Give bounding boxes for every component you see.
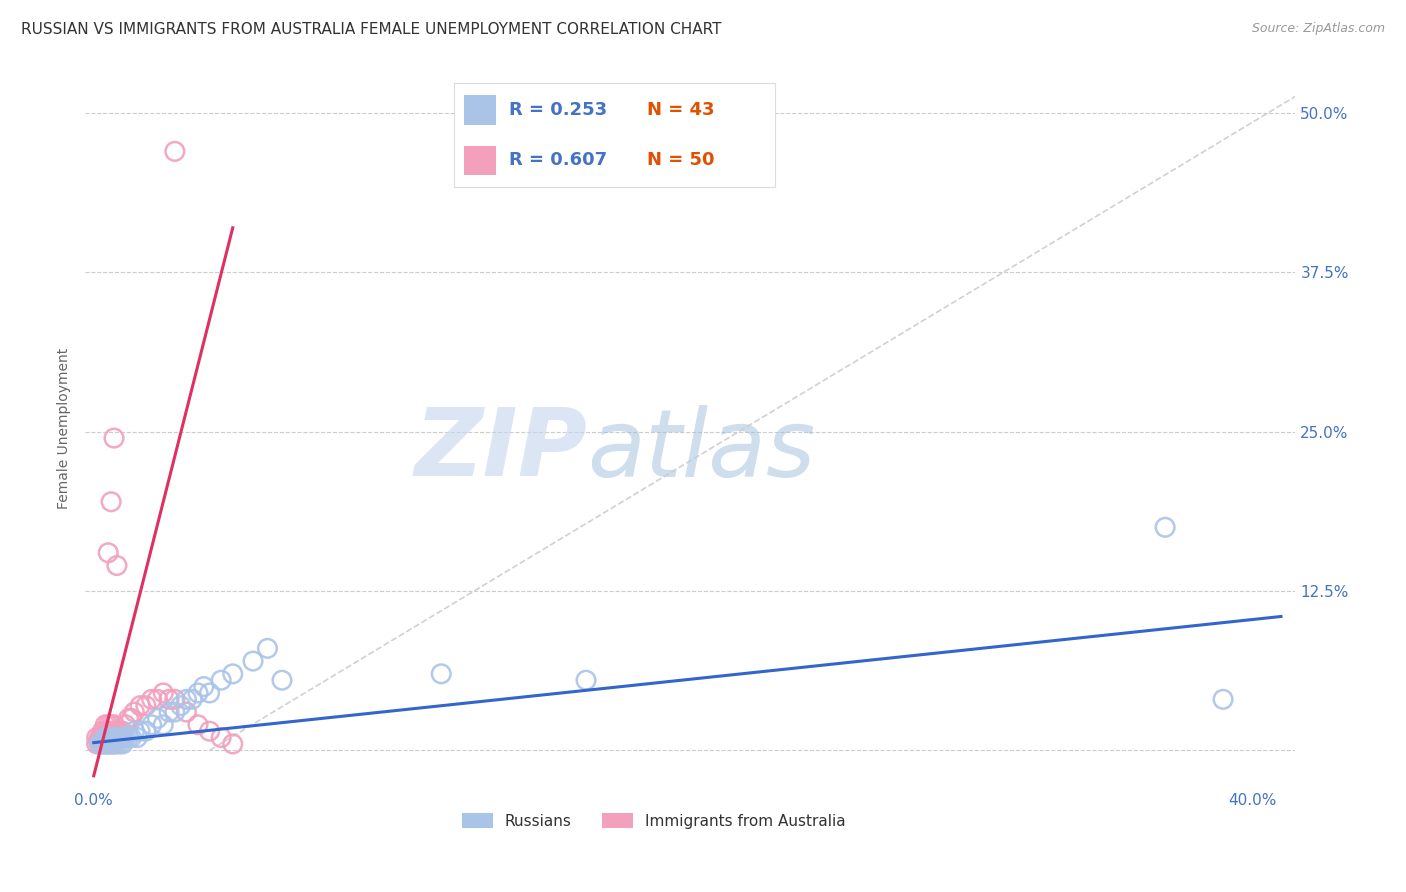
- Point: [124, 705, 146, 719]
- Point: [176, 692, 198, 706]
- Point: [97, 737, 120, 751]
- Point: [94, 731, 117, 745]
- Point: [187, 686, 209, 700]
- Point: [169, 698, 191, 713]
- Point: [111, 737, 134, 751]
- Point: [91, 724, 114, 739]
- Text: Source: ZipAtlas.com: Source: ZipAtlas.com: [1251, 22, 1385, 36]
- Point: [111, 731, 134, 745]
- Point: [146, 692, 169, 706]
- Point: [198, 686, 221, 700]
- Y-axis label: Female Unemployment: Female Unemployment: [58, 348, 72, 509]
- Point: [193, 680, 215, 694]
- Point: [222, 666, 245, 681]
- Point: [100, 731, 122, 745]
- Point: [103, 718, 125, 732]
- Point: [157, 705, 180, 719]
- Point: [105, 731, 128, 745]
- Point: [222, 737, 245, 751]
- Point: [187, 718, 209, 732]
- Point: [97, 731, 120, 745]
- Point: [157, 692, 180, 706]
- Point: [103, 724, 125, 739]
- Point: [108, 737, 131, 751]
- Point: [129, 698, 152, 713]
- Point: [575, 673, 598, 688]
- Point: [152, 718, 174, 732]
- Point: [146, 711, 169, 725]
- Point: [91, 737, 114, 751]
- Point: [94, 737, 117, 751]
- Point: [209, 731, 232, 745]
- Point: [100, 718, 122, 732]
- Point: [209, 673, 232, 688]
- Point: [91, 737, 114, 751]
- Point: [94, 718, 117, 732]
- Point: [89, 737, 111, 751]
- Point: [1212, 692, 1234, 706]
- Point: [97, 724, 120, 739]
- Point: [100, 737, 122, 751]
- Point: [127, 731, 149, 745]
- Point: [108, 731, 131, 745]
- Point: [105, 558, 128, 573]
- Point: [108, 731, 131, 745]
- Point: [97, 546, 120, 560]
- Point: [103, 731, 125, 745]
- Point: [163, 705, 186, 719]
- Point: [89, 737, 111, 751]
- Point: [114, 718, 136, 732]
- Legend: Russians, Immigrants from Australia: Russians, Immigrants from Australia: [456, 806, 852, 835]
- Point: [94, 724, 117, 739]
- Point: [86, 731, 108, 745]
- Point: [103, 431, 125, 445]
- Point: [100, 731, 122, 745]
- Point: [141, 692, 163, 706]
- Point: [108, 724, 131, 739]
- Point: [117, 711, 139, 725]
- Point: [256, 641, 278, 656]
- Text: ZIP: ZIP: [415, 404, 588, 496]
- Point: [94, 731, 117, 745]
- Point: [105, 737, 128, 751]
- Point: [91, 731, 114, 745]
- Point: [86, 737, 108, 751]
- Point: [198, 724, 221, 739]
- Point: [103, 737, 125, 751]
- Point: [97, 718, 120, 732]
- Point: [181, 692, 204, 706]
- Point: [89, 731, 111, 745]
- Point: [111, 731, 134, 745]
- Point: [105, 724, 128, 739]
- Text: atlas: atlas: [588, 405, 815, 496]
- Point: [271, 673, 294, 688]
- Point: [152, 686, 174, 700]
- Point: [129, 724, 152, 739]
- Point: [100, 737, 122, 751]
- Point: [135, 698, 157, 713]
- Point: [111, 724, 134, 739]
- Point: [120, 711, 142, 725]
- Point: [1154, 520, 1177, 534]
- Text: RUSSIAN VS IMMIGRANTS FROM AUSTRALIA FEMALE UNEMPLOYMENT CORRELATION CHART: RUSSIAN VS IMMIGRANTS FROM AUSTRALIA FEM…: [21, 22, 721, 37]
- Point: [117, 731, 139, 745]
- Point: [135, 724, 157, 739]
- Point: [163, 692, 186, 706]
- Point: [114, 731, 136, 745]
- Point: [176, 705, 198, 719]
- Point: [97, 731, 120, 745]
- Point: [103, 731, 125, 745]
- Point: [124, 724, 146, 739]
- Point: [242, 654, 264, 668]
- Point: [94, 737, 117, 751]
- Point: [163, 145, 186, 159]
- Point: [105, 731, 128, 745]
- Point: [100, 724, 122, 739]
- Point: [141, 718, 163, 732]
- Point: [103, 737, 125, 751]
- Point: [430, 666, 453, 681]
- Point: [100, 495, 122, 509]
- Point: [120, 731, 142, 745]
- Point: [97, 737, 120, 751]
